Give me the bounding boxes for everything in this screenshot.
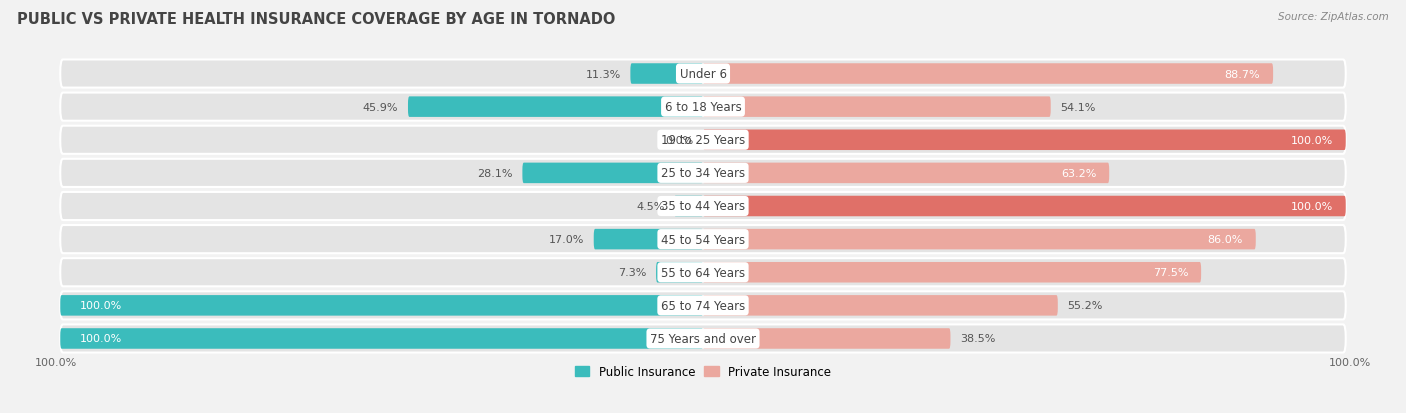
FancyBboxPatch shape bbox=[523, 163, 703, 184]
Text: 55 to 64 Years: 55 to 64 Years bbox=[661, 266, 745, 279]
FancyBboxPatch shape bbox=[60, 93, 1346, 121]
FancyBboxPatch shape bbox=[60, 60, 1346, 88]
Text: 54.1%: 54.1% bbox=[1060, 102, 1095, 112]
Text: 100.0%: 100.0% bbox=[1291, 135, 1333, 145]
Text: 45 to 54 Years: 45 to 54 Years bbox=[661, 233, 745, 246]
FancyBboxPatch shape bbox=[703, 229, 1256, 250]
Text: 7.3%: 7.3% bbox=[619, 268, 647, 278]
FancyBboxPatch shape bbox=[657, 262, 703, 283]
Text: PUBLIC VS PRIVATE HEALTH INSURANCE COVERAGE BY AGE IN TORNADO: PUBLIC VS PRIVATE HEALTH INSURANCE COVER… bbox=[17, 12, 616, 27]
FancyBboxPatch shape bbox=[703, 262, 1201, 283]
Text: 75 Years and over: 75 Years and over bbox=[650, 332, 756, 345]
FancyBboxPatch shape bbox=[703, 130, 1346, 151]
FancyBboxPatch shape bbox=[60, 259, 1346, 287]
Text: Source: ZipAtlas.com: Source: ZipAtlas.com bbox=[1278, 12, 1389, 22]
FancyBboxPatch shape bbox=[703, 196, 1346, 217]
Text: 35 to 44 Years: 35 to 44 Years bbox=[661, 200, 745, 213]
FancyBboxPatch shape bbox=[60, 295, 703, 316]
FancyBboxPatch shape bbox=[60, 192, 1346, 221]
Text: Under 6: Under 6 bbox=[679, 68, 727, 81]
Text: 6 to 18 Years: 6 to 18 Years bbox=[665, 101, 741, 114]
Text: 25 to 34 Years: 25 to 34 Years bbox=[661, 167, 745, 180]
FancyBboxPatch shape bbox=[60, 328, 703, 349]
FancyBboxPatch shape bbox=[60, 325, 1346, 353]
Text: 86.0%: 86.0% bbox=[1208, 235, 1243, 244]
Text: 100.0%: 100.0% bbox=[35, 358, 77, 368]
Text: 38.5%: 38.5% bbox=[960, 334, 995, 344]
Text: 65 to 74 Years: 65 to 74 Years bbox=[661, 299, 745, 312]
FancyBboxPatch shape bbox=[60, 225, 1346, 254]
Text: 17.0%: 17.0% bbox=[548, 235, 583, 244]
FancyBboxPatch shape bbox=[703, 295, 1057, 316]
FancyBboxPatch shape bbox=[703, 328, 950, 349]
Text: 55.2%: 55.2% bbox=[1067, 301, 1102, 311]
FancyBboxPatch shape bbox=[703, 97, 1050, 118]
Text: 100.0%: 100.0% bbox=[1291, 202, 1333, 211]
Text: 88.7%: 88.7% bbox=[1225, 69, 1260, 79]
Text: 100.0%: 100.0% bbox=[80, 334, 122, 344]
Text: 11.3%: 11.3% bbox=[585, 69, 620, 79]
FancyBboxPatch shape bbox=[60, 292, 1346, 320]
Legend: Public Insurance, Private Insurance: Public Insurance, Private Insurance bbox=[571, 360, 835, 383]
Text: 19 to 25 Years: 19 to 25 Years bbox=[661, 134, 745, 147]
Text: 45.9%: 45.9% bbox=[363, 102, 398, 112]
FancyBboxPatch shape bbox=[703, 163, 1109, 184]
Text: 77.5%: 77.5% bbox=[1153, 268, 1188, 278]
Text: 28.1%: 28.1% bbox=[477, 169, 513, 178]
Text: 4.5%: 4.5% bbox=[636, 202, 665, 211]
Text: 100.0%: 100.0% bbox=[1329, 358, 1371, 368]
FancyBboxPatch shape bbox=[673, 196, 703, 217]
Text: 63.2%: 63.2% bbox=[1062, 169, 1097, 178]
FancyBboxPatch shape bbox=[630, 64, 703, 85]
FancyBboxPatch shape bbox=[408, 97, 703, 118]
Text: 0.0%: 0.0% bbox=[665, 135, 693, 145]
FancyBboxPatch shape bbox=[60, 159, 1346, 188]
FancyBboxPatch shape bbox=[703, 64, 1272, 85]
FancyBboxPatch shape bbox=[60, 126, 1346, 154]
Text: 100.0%: 100.0% bbox=[80, 301, 122, 311]
FancyBboxPatch shape bbox=[593, 229, 703, 250]
